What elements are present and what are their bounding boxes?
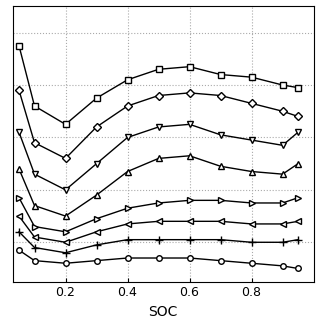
X-axis label: SOC: SOC [148, 305, 178, 319]
